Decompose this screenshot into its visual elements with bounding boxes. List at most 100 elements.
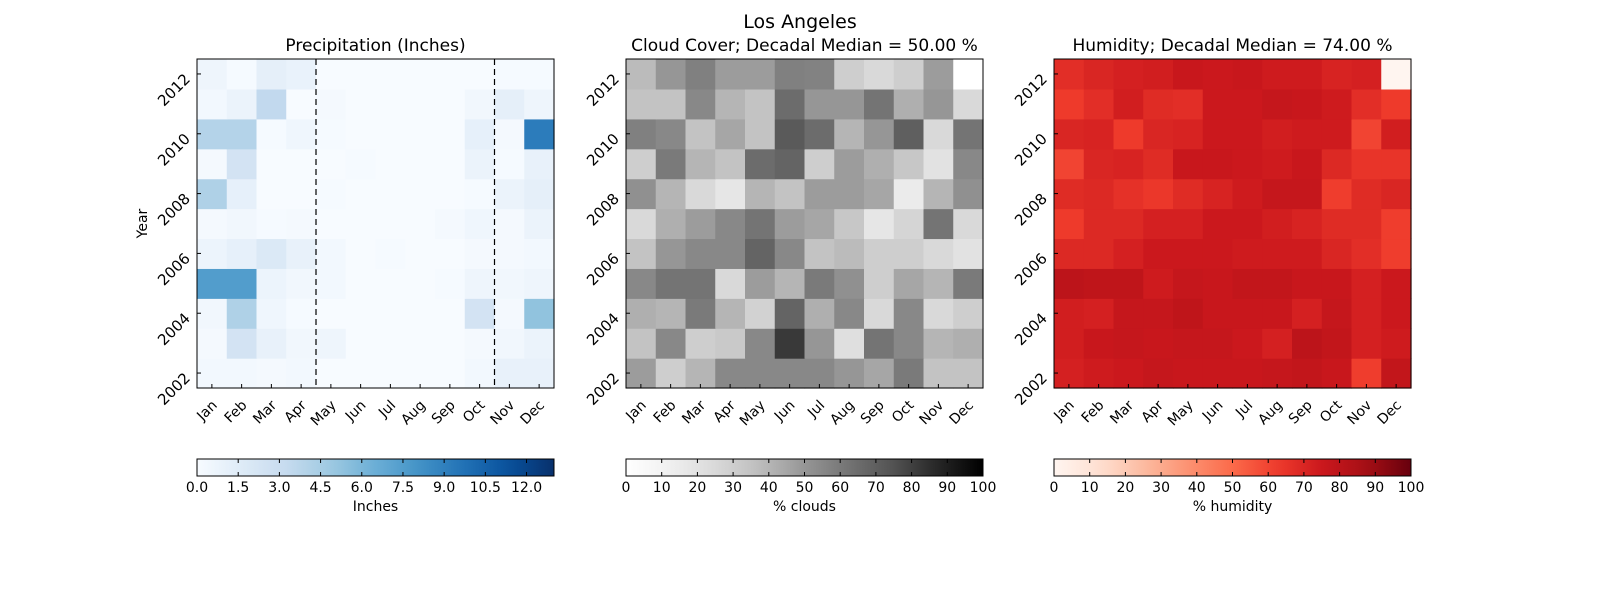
colorbar-tick-label: 10.5 (470, 480, 501, 496)
heatmap-cell (197, 298, 228, 329)
colorbar-tick-label: 0 (622, 480, 631, 496)
heatmap-cell (864, 328, 895, 359)
heatmap-cell (405, 118, 436, 150)
heatmap-cell (864, 358, 895, 389)
heatmap-cell (923, 208, 954, 240)
heatmap-cell (435, 118, 466, 150)
heatmap-cell (1054, 118, 1085, 150)
heatmap-cell (655, 118, 687, 150)
colorbar-tick-label: 50 (1224, 480, 1242, 496)
heatmap-cell (804, 298, 835, 329)
heatmap-cell (494, 148, 525, 180)
heatmap-cell (375, 208, 406, 240)
heatmap-cell (1202, 59, 1234, 90)
colorbar-tick-label: 90 (1366, 480, 1384, 496)
heatmap-cell (1202, 178, 1234, 210)
heatmap-cell (715, 208, 746, 240)
heatmap-cell (1113, 118, 1144, 150)
colorbar-label: Inches (353, 499, 398, 515)
heatmap-cell (1143, 148, 1174, 180)
x-tick-label: Jul (1232, 398, 1256, 422)
heatmap-cell (256, 59, 287, 90)
heatmap-cell (197, 358, 228, 389)
heatmap-cell (774, 178, 806, 210)
heatmap-cell (834, 59, 865, 90)
colorbar-tick-label: 1.5 (227, 480, 249, 496)
heatmap-cell (405, 208, 436, 240)
heatmap-cell (953, 358, 984, 389)
heatmap-cell (774, 328, 806, 359)
heatmap-cell (864, 208, 895, 240)
heatmap-cell (923, 268, 954, 299)
heatmap-cell (864, 178, 895, 210)
colorbar-tick-label: 6.0 (351, 480, 373, 496)
heatmap-cell (1292, 148, 1323, 180)
heatmap-cell (1173, 298, 1204, 329)
heatmap-cell (256, 328, 287, 359)
heatmap-cell (375, 268, 406, 299)
heatmap-cell (1173, 148, 1204, 180)
plot-frame (196, 58, 555, 389)
heatmap-cell (1113, 178, 1144, 210)
colorbar-tick-label: 100 (1398, 480, 1425, 496)
heatmap-cell (626, 88, 657, 120)
heatmap-cell (524, 118, 555, 150)
heatmap-cell (893, 358, 925, 389)
heatmap-cell (197, 268, 228, 299)
heatmap-cell (405, 88, 436, 120)
heatmap-cell (1113, 88, 1144, 120)
heatmap-cell (464, 208, 496, 240)
heatmap-cell (804, 238, 835, 269)
heatmap-cell (524, 148, 555, 180)
heatmap-cell (226, 268, 258, 299)
heatmap-cell (685, 328, 716, 359)
heatmap-cell (626, 178, 657, 210)
heatmap-cell (1292, 328, 1323, 359)
heatmap-cell (1143, 358, 1174, 389)
heatmap-cell (715, 298, 746, 329)
heatmap-cell (774, 358, 806, 389)
heatmap-cell (375, 328, 406, 359)
heatmap-cell (1143, 268, 1174, 299)
heatmap-cell (893, 298, 925, 329)
heatmap-cell (774, 148, 806, 180)
x-tick-label: Mar (679, 397, 709, 427)
colorbar-tick-label: 60 (831, 480, 849, 496)
heatmap-cell (864, 148, 895, 180)
colorbar-tick-label: 70 (1295, 480, 1313, 496)
heatmap-cell (1113, 208, 1144, 240)
heatmap-cell (1321, 268, 1353, 299)
heatmap-cell (745, 358, 776, 389)
x-tick-label: Apr (282, 397, 311, 426)
heatmap-cell (256, 88, 287, 120)
x-tick-label: Sep (429, 397, 459, 427)
heatmap-cell (626, 208, 657, 240)
heatmap-cell (494, 298, 525, 329)
heatmap-cell (1292, 238, 1323, 269)
heatmap-cell (715, 328, 746, 359)
heatmap-cell (1381, 328, 1412, 359)
heatmap-cell (405, 238, 436, 269)
heatmap-cell (1262, 208, 1293, 240)
heatmap-cell (1381, 88, 1412, 120)
heatmap-cell (316, 238, 347, 269)
heatmap-cell (197, 118, 228, 150)
heatmap-cell (745, 238, 776, 269)
heatmap-cell (435, 358, 466, 389)
heatmap-cell (834, 298, 865, 329)
heatmap-cell (1202, 298, 1234, 329)
heatmap-cell (1202, 268, 1234, 299)
heatmap-cell (1351, 328, 1382, 359)
heatmap-cell (1351, 238, 1382, 269)
heatmap-cell (1351, 358, 1382, 389)
x-tick-label: Jun (1199, 398, 1226, 425)
heatmap-cell (1143, 238, 1174, 269)
heatmap-cell (316, 298, 347, 329)
heatmap-cell (197, 178, 228, 210)
heatmap-cell (316, 328, 347, 359)
heatmap-cell (1083, 208, 1115, 240)
heatmap-cell (256, 298, 287, 329)
heatmap-cell (1202, 118, 1234, 150)
